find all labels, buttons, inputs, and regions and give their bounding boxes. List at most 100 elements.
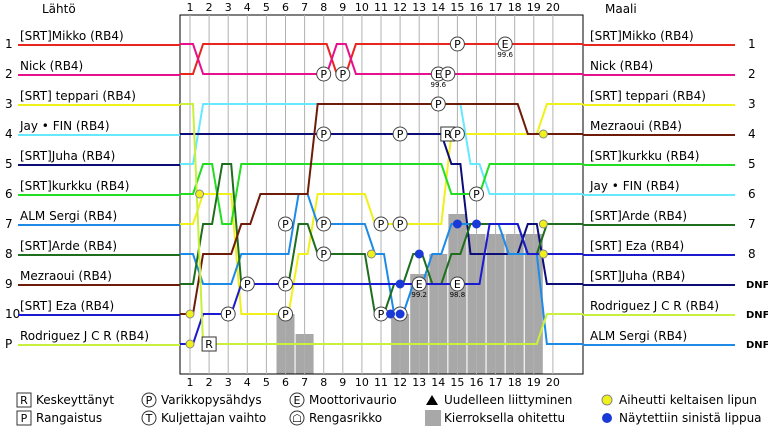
legend-box-letter: R	[20, 394, 28, 407]
lap-number-top: 12	[393, 1, 407, 14]
retired-marker	[201, 336, 217, 352]
position-number-left: 5	[5, 157, 13, 171]
lap-number-bottom: 10	[355, 376, 369, 389]
legend-label: Aiheutti keltaisen lipun	[619, 393, 757, 407]
finish-driver-name: ALM Sergi (RB4)	[590, 329, 687, 343]
lap-number-top: 19	[527, 1, 541, 14]
blue-flag-marker	[452, 219, 462, 229]
position-number-left: 4	[5, 127, 13, 141]
lap-number-top: 20	[546, 1, 560, 14]
lap-number-bottom: 1	[187, 376, 194, 389]
lap-number-bottom: 20	[546, 376, 560, 389]
lap-number-bottom: 3	[225, 376, 232, 389]
event-marker-letter: P	[320, 218, 327, 231]
blue-flag-marker	[395, 279, 405, 289]
lap-number-top: 11	[374, 1, 388, 14]
event-marker	[278, 276, 293, 292]
position-number-left: 3	[5, 97, 13, 111]
lap-number-top: 7	[301, 1, 308, 14]
finish-driver-name: [SRT] Eza (RB4)	[590, 239, 684, 253]
event-note: 99.2	[411, 291, 427, 299]
legend-item: E Moottorivaurio	[289, 392, 397, 408]
finish-status: 6	[748, 187, 756, 201]
legend-label: Rengasrikko	[309, 411, 382, 425]
lap-number-top: 4	[244, 1, 251, 14]
driver-trace	[180, 223, 583, 345]
driver-trace	[180, 103, 583, 315]
finish-driver-name: [SRT]Juha (RB4)	[590, 269, 685, 283]
legend-item: Kierroksella ohitettu	[425, 410, 565, 426]
event-marker	[335, 66, 351, 82]
position-number-left: P	[5, 337, 12, 351]
yellow-flag-marker	[538, 249, 548, 259]
lap-number-top: 8	[320, 1, 327, 14]
event-marker-letter: P	[225, 308, 232, 321]
event-marker-letter: E	[502, 38, 509, 51]
start-header: Lähtö	[42, 2, 76, 16]
legend-circle-letter: P	[146, 394, 153, 407]
start-driver-name: Mezraoui (RB4)	[20, 269, 112, 283]
lap-number-top: 3	[225, 1, 232, 14]
finish-driver-name: Jay • FIN (RB4)	[589, 179, 680, 193]
lap-number-top: 2	[206, 1, 213, 14]
lap-number-bottom: 6	[282, 376, 289, 389]
event-marker-letter: E	[435, 68, 442, 81]
event-marker-letter: P	[320, 248, 327, 261]
lap-number-top: 9	[339, 1, 346, 14]
event-note: 99.6	[431, 81, 447, 89]
lap-number-bottom: 5	[263, 376, 270, 389]
event-marker-letter: P	[454, 38, 461, 51]
lap-number-bottom: 4	[244, 376, 251, 389]
lap-number-top: 14	[431, 1, 445, 14]
lap-number-bottom: 7	[301, 376, 308, 389]
position-number-left: 10	[5, 307, 20, 321]
legend-label: Näytettiin sinistä lippua	[619, 411, 762, 425]
event-marker-letter: P	[435, 98, 442, 111]
finish-driver-name: Mezraoui (RB4)	[590, 119, 682, 133]
event-marker	[430, 96, 446, 112]
event-marker-letter: P	[473, 188, 480, 201]
position-number-left: 8	[5, 247, 13, 261]
lap-number-bottom: 11	[374, 376, 388, 389]
event-marker-letter: P	[282, 218, 289, 231]
lap-number-top: 1	[187, 1, 194, 14]
lap-number-top: 16	[470, 1, 484, 14]
lap-number-top: 5	[263, 1, 270, 14]
start-driver-name: Nick (RB4)	[20, 59, 83, 73]
start-driver-name: Rodriguez J C R (RB4)	[20, 329, 149, 343]
finish-status: 5	[748, 157, 756, 171]
blue-flag-marker	[414, 249, 424, 259]
finish-status: 4	[748, 127, 756, 141]
finish-driver-name: Rodriguez J C R (RB4)	[590, 299, 719, 313]
lap-number-bottom: 16	[470, 376, 484, 389]
event-marker	[411, 276, 427, 292]
event-marker	[316, 66, 332, 82]
position-number-left: 7	[5, 217, 13, 231]
finish-driver-name: [SRT]Arde (RB4)	[590, 209, 687, 223]
yellow-flag-marker	[538, 129, 548, 139]
event-marker-letter: P	[320, 68, 327, 81]
event-marker-letter: R	[205, 338, 213, 351]
legend-box-icon	[16, 392, 32, 408]
legend-item: Uudelleen liittyminen	[426, 393, 572, 407]
event-marker	[449, 36, 465, 52]
driver-trace	[180, 103, 583, 315]
event-marker	[316, 246, 332, 262]
driver-labels: 1 [SRT]Mikko (RB4) [SRT]Mikko (RB4) 1 2 Nick …	[5, 29, 768, 351]
legend-label: Kuljettajan vaihto	[161, 411, 266, 425]
event-marker-letter: P	[397, 128, 404, 141]
yellow-flag-marker	[538, 219, 548, 229]
legend-item: P Varikkopysähdys	[141, 392, 262, 408]
event-marker-letter: P	[397, 218, 404, 231]
lap-number-bottom: 15	[450, 376, 464, 389]
lap-number-top: 6	[282, 1, 289, 14]
position-number-left: 6	[5, 187, 13, 201]
event-marker	[392, 216, 408, 232]
event-marker-letter: P	[378, 218, 385, 231]
lap-number-top: 17	[489, 1, 503, 14]
event-note: 98.8	[450, 291, 466, 299]
lap-number-bottom: 12	[393, 376, 407, 389]
legend-box-letter: P	[21, 412, 28, 425]
finish-status: DNF	[746, 340, 768, 351]
